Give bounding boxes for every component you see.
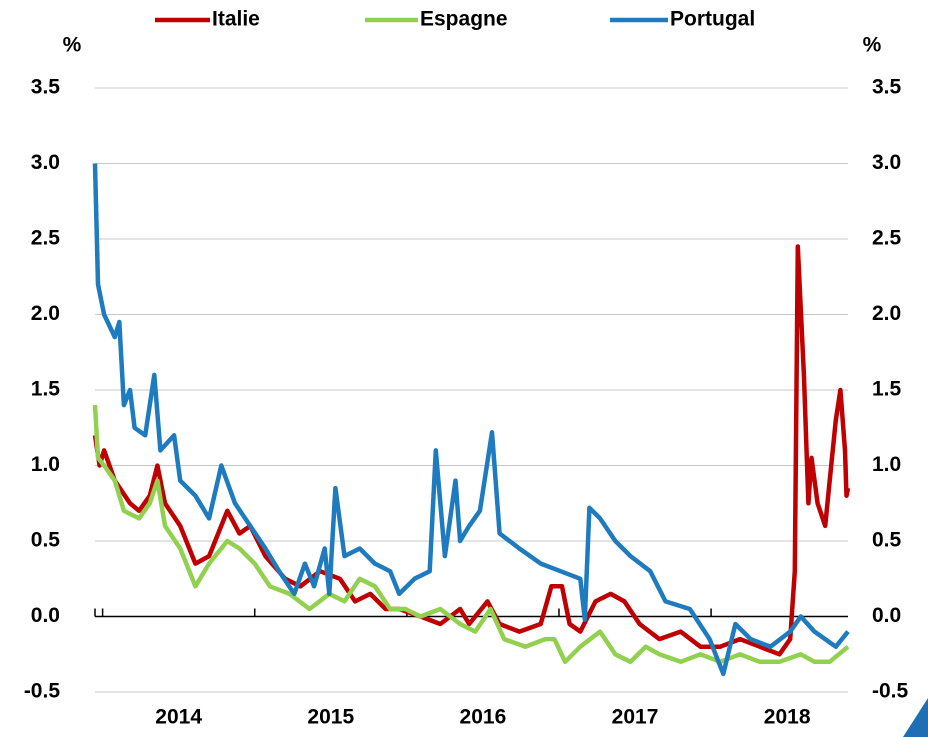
x-tick-label: 2016: [460, 706, 507, 729]
y2-tick-label: 3.0: [872, 151, 901, 174]
corner-decoration: [903, 698, 928, 737]
y2-tick-label: 2.0: [872, 302, 901, 325]
y-tick-label: 2.5: [31, 227, 61, 250]
y-axis-unit: %: [63, 34, 82, 57]
x-tick-label: 2018: [764, 706, 811, 729]
y2-axis-unit: %: [863, 34, 882, 57]
y2-tick-label: 2.5: [872, 227, 902, 250]
series-line: [92, 404, 850, 665]
legend-label: Espagne: [420, 8, 508, 31]
series-line: [92, 244, 851, 657]
y-tick-label: 1.5: [31, 378, 61, 401]
x-tick-label: 2015: [307, 706, 354, 729]
y-tick-label: 3.0: [31, 151, 60, 174]
y2-tick-label: 1.0: [872, 453, 901, 476]
y2-tick-label: 0.5: [872, 529, 902, 552]
x-tick-label: 2017: [612, 706, 659, 729]
y2-tick-label: -0.5: [872, 680, 909, 703]
y-tick-label: 0.0: [31, 604, 60, 627]
y2-tick-label: 0.0: [872, 604, 901, 627]
y-tick-label: 0.5: [31, 529, 61, 552]
x-tick-label: 2014: [155, 706, 202, 729]
legend-label: Portugal: [670, 8, 755, 31]
legend-label: Italie: [212, 8, 260, 31]
y-tick-label: -0.5: [24, 680, 61, 703]
y2-tick-label: 1.5: [872, 378, 902, 401]
series-line: [92, 163, 850, 677]
y-tick-label: 2.0: [31, 302, 60, 325]
y-tick-label: 1.0: [31, 453, 60, 476]
y-tick-label: 3.5: [31, 76, 61, 99]
y2-tick-label: 3.5: [872, 76, 902, 99]
